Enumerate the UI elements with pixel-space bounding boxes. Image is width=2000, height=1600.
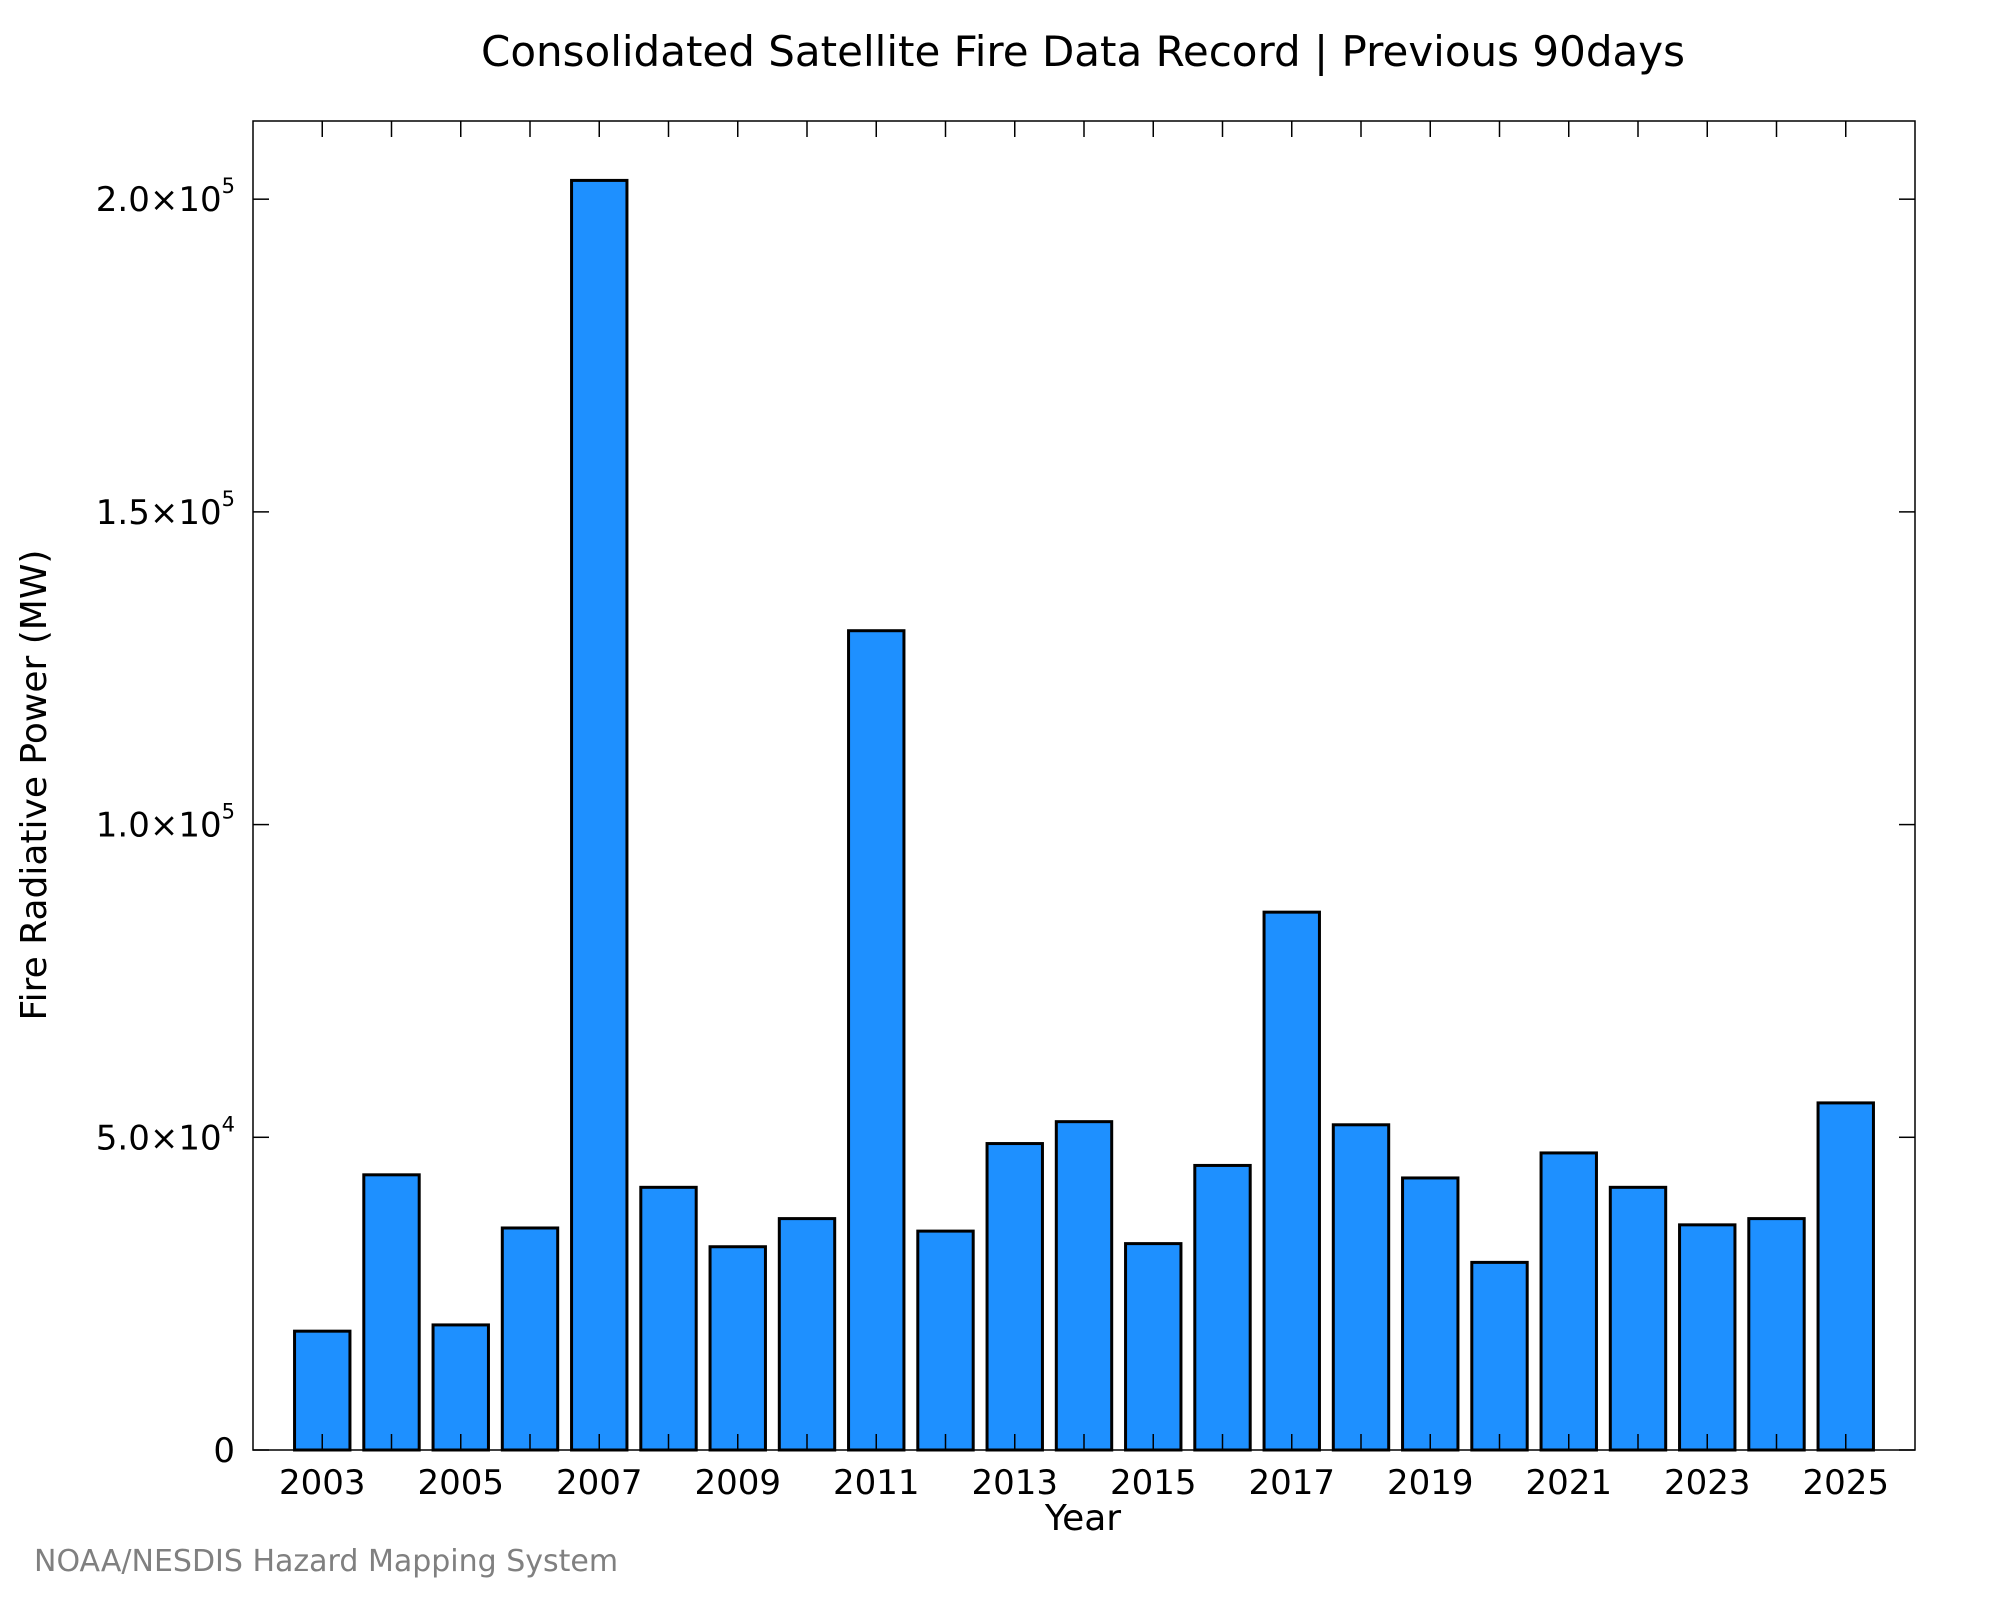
x-tick-label-2009: 2009 (694, 1463, 781, 1503)
x-tick-label-2011: 2011 (833, 1463, 920, 1503)
y-tick-labels: 0 5.0×104 1.0×105 1.5×105 2.0×105 (96, 174, 235, 1471)
bar-2015 (1124, 1242, 1183, 1452)
y-tick-label-150000: 1.5×105 (96, 487, 235, 533)
bar-2003 (293, 1329, 352, 1452)
plot-area-frame (252, 120, 1916, 1451)
bar-2012 (916, 1229, 975, 1452)
x-tick-labels: 2003 2005 2007 2009 2011 2013 2015 2017 2019 2021… (279, 1463, 1889, 1503)
bar-2025 (1816, 1101, 1875, 1452)
y-tick-label-0: 0 (213, 1431, 235, 1471)
x-tick-label-2017: 2017 (1248, 1463, 1335, 1503)
x-tick-label-2023: 2023 (1664, 1463, 1751, 1503)
bar-2020 (1470, 1260, 1529, 1452)
y-tick-label-200000: 2.0×105 (96, 174, 235, 220)
bar-2004 (362, 1173, 421, 1452)
x-tick-label-2019: 2019 (1387, 1463, 1474, 1503)
bar-2008 (639, 1185, 698, 1452)
x-tick-label-2007: 2007 (556, 1463, 643, 1503)
bar-2024 (1747, 1217, 1806, 1452)
x-tick-label-2021: 2021 (1525, 1463, 1612, 1503)
bar-2005 (431, 1323, 490, 1452)
chart-title: Consolidated Satellite Fire Data Record … (481, 27, 1685, 76)
x-axis-title: Year (1044, 1498, 1121, 1539)
x-tick-label-2005: 2005 (417, 1463, 504, 1503)
bar-2006 (500, 1226, 560, 1452)
x-tick-label-2013: 2013 (971, 1463, 1058, 1503)
bar-2014 (1054, 1120, 1114, 1452)
bar-2013 (985, 1142, 1044, 1452)
x-tick-label-2003: 2003 (279, 1463, 366, 1503)
bar-2022 (1608, 1185, 1668, 1452)
bar-2016 (1193, 1163, 1252, 1452)
x-tick-label-2015: 2015 (1110, 1463, 1197, 1503)
bar-2011 (847, 629, 906, 1452)
y-tick-label-100000: 1.0×105 (96, 800, 235, 846)
y-tick-label-50000: 5.0×104 (96, 1112, 235, 1158)
bar-2019 (1401, 1176, 1460, 1452)
bar-2009 (708, 1245, 767, 1452)
y-axis-title: Fire Radiative Power (MW) (14, 550, 55, 1021)
bar-2010 (777, 1217, 837, 1452)
x-tick-label-2025: 2025 (1802, 1463, 1889, 1503)
bar-2021 (1539, 1151, 1598, 1452)
bars-group (293, 178, 1875, 1452)
bar-2017 (1262, 910, 1321, 1452)
bar-2007 (570, 178, 629, 1452)
bar-2023 (1678, 1223, 1737, 1452)
source-credit: NOAA/NESDIS Hazard Mapping System (34, 1544, 618, 1579)
bar-2018 (1331, 1123, 1391, 1452)
